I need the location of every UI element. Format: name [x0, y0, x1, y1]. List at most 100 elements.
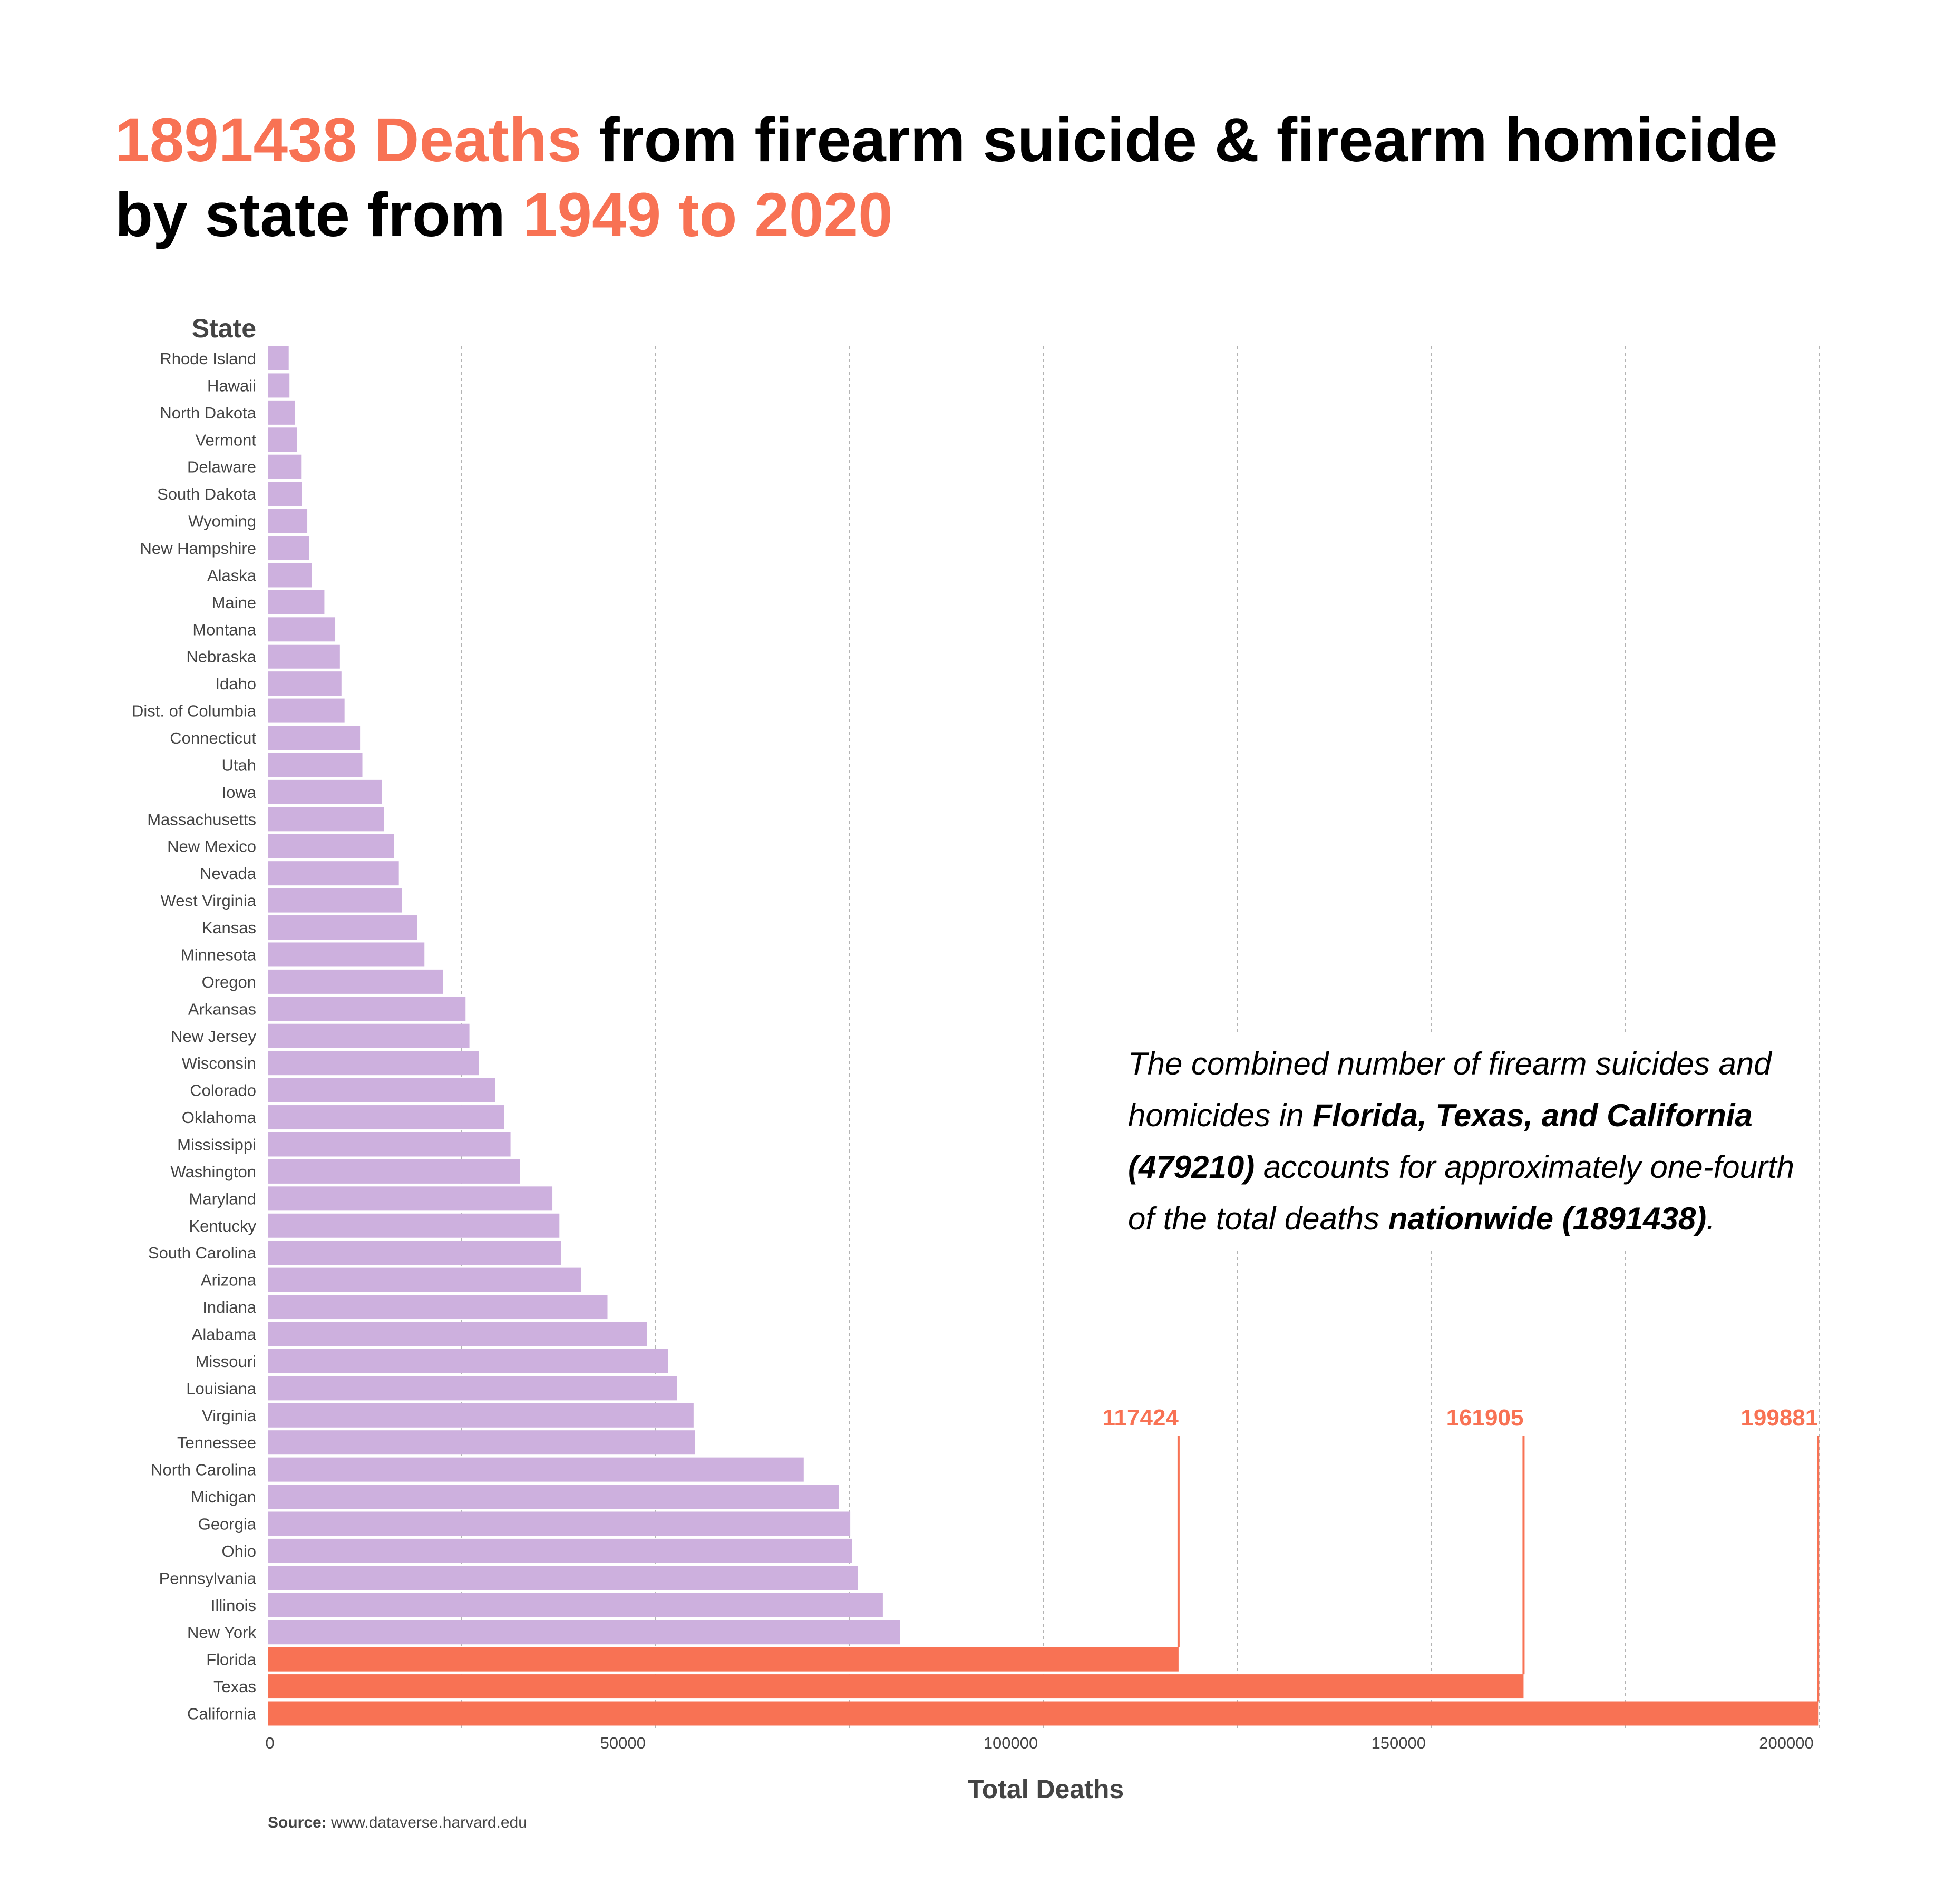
category-label: Virginia: [202, 1407, 257, 1425]
data-label: 161905: [1446, 1405, 1524, 1431]
bar: [268, 807, 384, 832]
category-label: Maine: [212, 593, 256, 612]
bar: [268, 644, 340, 669]
bar: [268, 1430, 695, 1455]
category-label: Arkansas: [188, 1000, 256, 1018]
bar: [268, 969, 443, 994]
bar: [268, 1159, 520, 1184]
category-label: Alaska: [207, 566, 257, 584]
category-label: Connecticut: [170, 729, 256, 747]
bar: [268, 1403, 694, 1428]
bar: [268, 1485, 839, 1509]
category-label: New Hampshire: [140, 539, 256, 558]
bar: [268, 1538, 852, 1563]
annotation-part-2: accounts for approximately one-fourth of…: [1128, 1149, 1795, 1236]
bar: [268, 1267, 581, 1292]
source-url: www.dataverse.harvard.edu: [326, 1814, 527, 1831]
category-label: Minnesota: [181, 945, 257, 964]
bar: [268, 1647, 1179, 1672]
category-label: California: [187, 1705, 257, 1723]
source-note: Source: www.dataverse.harvard.edu: [268, 1814, 527, 1832]
x-tick-label: 150000: [1372, 1734, 1426, 1752]
bar: [268, 1674, 1524, 1699]
data-label: 117424: [1102, 1405, 1179, 1431]
bar: [268, 1023, 470, 1048]
bar: [268, 563, 312, 588]
title-total-deaths: 1891438 Deaths: [115, 105, 582, 175]
bar: [268, 509, 308, 533]
category-labels: Rhode Island Hawaii North Dakota Vermont Del…: [132, 349, 257, 1723]
x-axis-ticks: 0 50000 100000 150000 200000: [265, 1734, 1813, 1752]
bar: [268, 671, 342, 696]
bar: [268, 617, 336, 642]
value-callouts: 117424 161905 199881: [1102, 1405, 1820, 1702]
bar: [268, 997, 466, 1021]
category-label: Missouri: [196, 1352, 256, 1371]
category-label: Idaho: [215, 675, 256, 693]
category-label: Delaware: [187, 458, 256, 476]
category-label: Oklahoma: [182, 1108, 257, 1127]
category-label: Nebraska: [186, 648, 256, 666]
category-label: Michigan: [191, 1488, 256, 1506]
bar: [268, 400, 295, 425]
title-year-range: 1949 to 2020: [522, 180, 893, 250]
chart-title: 1891438 Deaths from firearm suicide & fi…: [115, 103, 1854, 252]
category-label: Hawaii: [207, 376, 256, 395]
bar: [268, 942, 425, 967]
category-label: South Carolina: [148, 1244, 257, 1262]
bar: [268, 1566, 858, 1590]
bar: [268, 1213, 560, 1238]
bar: [268, 454, 302, 479]
category-label: Arizona: [201, 1271, 257, 1290]
bar: [268, 1322, 647, 1346]
bar: [268, 482, 302, 506]
bar: [268, 1457, 804, 1482]
category-label: Dist. of Columbia: [132, 702, 257, 720]
category-label: Massachusetts: [147, 810, 256, 828]
category-label: Wisconsin: [182, 1054, 256, 1072]
category-label: Vermont: [196, 431, 257, 449]
bar: [268, 726, 361, 750]
category-label: Maryland: [189, 1189, 257, 1208]
category-label: New Jersey: [171, 1027, 256, 1046]
title-line-2: by state from 1949 to 2020: [115, 178, 1854, 252]
category-label: Nevada: [200, 864, 257, 883]
bar: [268, 1620, 900, 1645]
bar: [268, 915, 417, 940]
category-label: North Carolina: [151, 1461, 257, 1479]
bar: [268, 1078, 495, 1102]
bar: [268, 698, 345, 723]
category-label: Alabama: [192, 1325, 257, 1343]
bar: [268, 1511, 851, 1536]
category-label: Mississippi: [177, 1135, 256, 1154]
bar: [268, 1051, 479, 1076]
category-label: Colorado: [190, 1081, 256, 1100]
bar: [268, 1593, 883, 1617]
bar: [268, 888, 402, 913]
annotation-text: The combined number of firearm suicides …: [1128, 1033, 1813, 1250]
x-tick-label: 50000: [600, 1734, 646, 1752]
category-label: Washington: [170, 1163, 256, 1181]
category-label: Pennsylvania: [159, 1569, 257, 1587]
category-label: Ohio: [222, 1542, 256, 1560]
bar: [268, 1295, 608, 1320]
bar: [268, 753, 363, 777]
category-label: New York: [187, 1623, 256, 1642]
annotation-part-1: The combined number of firearm suicides …: [1128, 1046, 1772, 1133]
category-label: South Dakota: [157, 485, 257, 503]
bar: [268, 346, 289, 370]
category-label: Illinois: [211, 1596, 256, 1615]
bar: [268, 1701, 1819, 1726]
category-label: Wyoming: [188, 512, 256, 531]
bar: [268, 1132, 511, 1157]
data-label: 199881: [1740, 1405, 1818, 1431]
category-label: Texas: [213, 1677, 256, 1696]
category-label: Oregon: [202, 973, 256, 991]
bar: [268, 590, 325, 614]
x-tick-label: 100000: [984, 1734, 1038, 1752]
bar: [268, 1105, 504, 1130]
title-by-state: by state from: [115, 180, 523, 250]
category-label: Montana: [192, 620, 256, 639]
bar: [268, 861, 399, 886]
